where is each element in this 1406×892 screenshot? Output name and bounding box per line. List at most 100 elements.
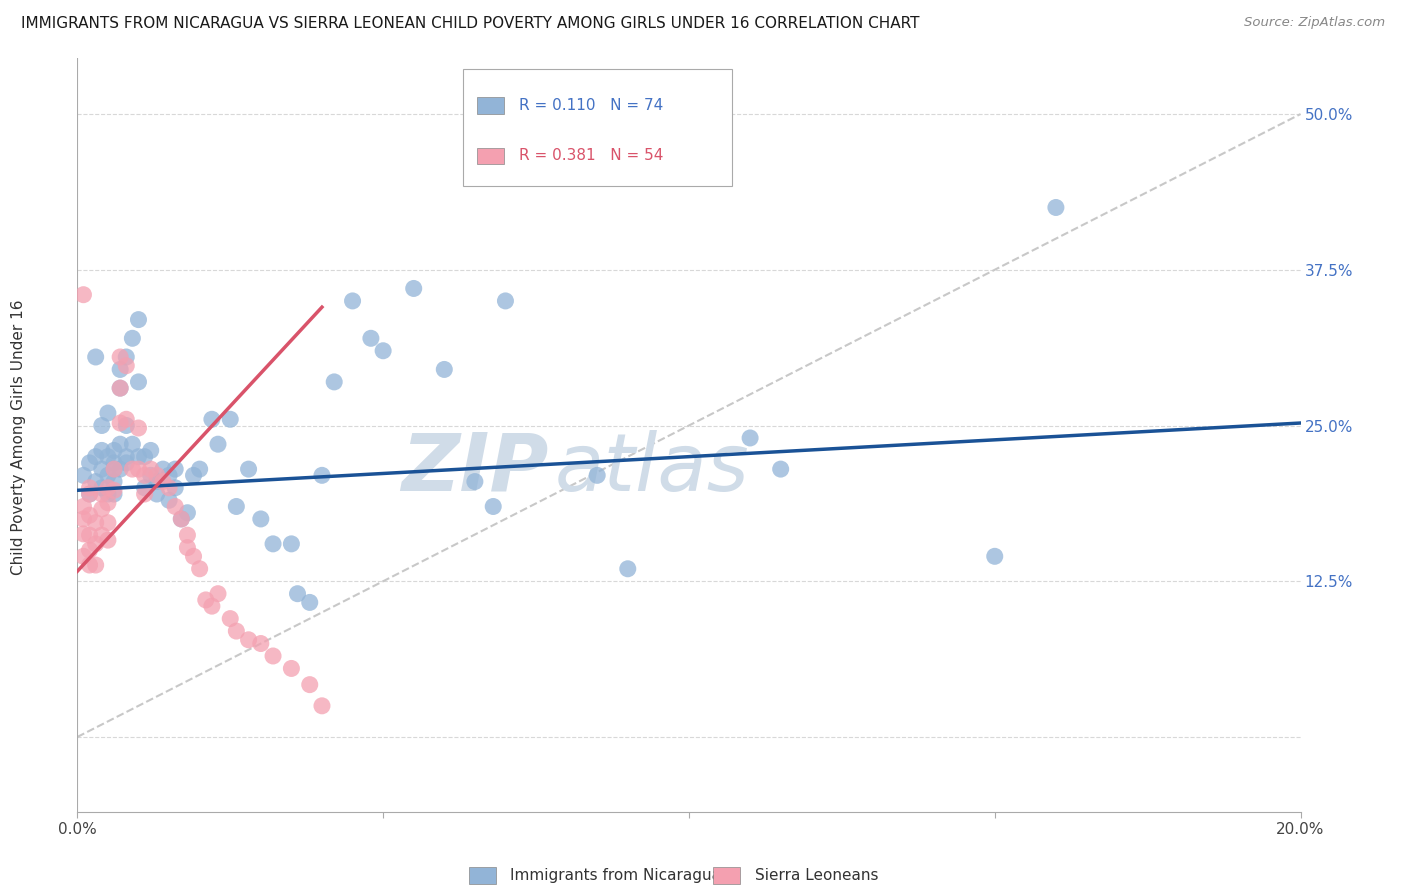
Immigrants from Nicaragua xyxy=(103,456,125,470)
Immigrants from Nicaragua xyxy=(103,462,125,476)
Immigrants from Nicaragua xyxy=(360,331,382,345)
Sierra Leoneans xyxy=(146,468,169,483)
Sierra Leoneans xyxy=(103,462,125,476)
Immigrants from Nicaragua xyxy=(262,537,284,551)
Immigrants from Nicaragua xyxy=(207,437,229,451)
Immigrants from Nicaragua xyxy=(97,487,120,501)
Immigrants from Nicaragua xyxy=(115,456,138,470)
Immigrants from Nicaragua xyxy=(139,443,162,458)
Text: IMMIGRANTS FROM NICARAGUA VS SIERRA LEONEAN CHILD POVERTY AMONG GIRLS UNDER 16 C: IMMIGRANTS FROM NICARAGUA VS SIERRA LEON… xyxy=(21,16,920,31)
Sierra Leoneans xyxy=(72,500,94,514)
Immigrants from Nicaragua xyxy=(647,101,669,115)
Immigrants from Nicaragua xyxy=(170,512,193,526)
Immigrants from Nicaragua xyxy=(97,406,120,420)
Sierra Leoneans xyxy=(97,481,120,495)
Text: Sierra Leoneans: Sierra Leoneans xyxy=(755,868,879,883)
Immigrants from Nicaragua xyxy=(165,481,187,495)
Immigrants from Nicaragua xyxy=(433,362,456,376)
Sierra Leoneans xyxy=(115,412,138,426)
Immigrants from Nicaragua xyxy=(115,350,138,364)
Sierra Leoneans xyxy=(188,562,211,576)
Sierra Leoneans xyxy=(79,528,101,542)
Sierra Leoneans xyxy=(79,558,101,572)
Immigrants from Nicaragua xyxy=(90,443,112,458)
Immigrants from Nicaragua xyxy=(238,462,260,476)
Immigrants from Nicaragua xyxy=(84,450,107,464)
Sierra Leoneans xyxy=(79,487,101,501)
Immigrants from Nicaragua xyxy=(495,293,517,308)
Sierra Leoneans xyxy=(280,661,302,675)
Sierra Leoneans xyxy=(298,678,321,692)
Sierra Leoneans xyxy=(225,624,247,638)
Sierra Leoneans xyxy=(115,359,138,373)
Sierra Leoneans xyxy=(207,587,229,601)
Sierra Leoneans xyxy=(90,528,112,542)
Immigrants from Nicaragua xyxy=(769,462,792,476)
Sierra Leoneans xyxy=(97,533,120,548)
Immigrants from Nicaragua xyxy=(165,462,187,476)
Immigrants from Nicaragua xyxy=(97,450,120,464)
Sierra Leoneans xyxy=(165,500,187,514)
Sierra Leoneans xyxy=(72,527,94,541)
Immigrants from Nicaragua xyxy=(79,456,101,470)
Sierra Leoneans xyxy=(128,421,150,435)
Sierra Leoneans xyxy=(72,549,94,564)
Immigrants from Nicaragua xyxy=(371,343,394,358)
Immigrants from Nicaragua xyxy=(740,431,762,445)
Immigrants from Nicaragua xyxy=(225,500,247,514)
Bar xyxy=(477,148,505,164)
Sierra Leoneans xyxy=(108,381,131,395)
Immigrants from Nicaragua xyxy=(1045,201,1067,215)
Immigrants from Nicaragua xyxy=(176,506,198,520)
Immigrants from Nicaragua xyxy=(90,481,112,495)
Immigrants from Nicaragua xyxy=(311,468,333,483)
Text: Source: ZipAtlas.com: Source: ZipAtlas.com xyxy=(1244,16,1385,29)
Sierra Leoneans xyxy=(84,516,107,530)
Immigrants from Nicaragua xyxy=(108,362,131,376)
Sierra Leoneans xyxy=(139,462,162,476)
Immigrants from Nicaragua xyxy=(250,512,273,526)
Sierra Leoneans xyxy=(84,558,107,572)
Immigrants from Nicaragua xyxy=(157,493,180,508)
Immigrants from Nicaragua xyxy=(108,462,131,476)
Sierra Leoneans xyxy=(201,599,224,614)
Sierra Leoneans xyxy=(157,481,180,495)
Immigrants from Nicaragua xyxy=(402,281,425,295)
Sierra Leoneans xyxy=(90,487,112,501)
Text: ZIP: ZIP xyxy=(401,430,548,508)
Immigrants from Nicaragua xyxy=(72,468,94,483)
Sierra Leoneans xyxy=(219,612,242,626)
Immigrants from Nicaragua xyxy=(128,375,150,389)
Sierra Leoneans xyxy=(103,483,125,498)
Sierra Leoneans xyxy=(152,475,174,489)
Sierra Leoneans xyxy=(194,593,217,607)
Sierra Leoneans xyxy=(97,516,120,530)
Immigrants from Nicaragua xyxy=(183,468,205,483)
Sierra Leoneans xyxy=(238,632,260,647)
Immigrants from Nicaragua xyxy=(152,462,174,476)
Immigrants from Nicaragua xyxy=(108,381,131,395)
Immigrants from Nicaragua xyxy=(103,475,125,489)
Sierra Leoneans xyxy=(262,648,284,663)
Immigrants from Nicaragua xyxy=(134,450,156,464)
Immigrants from Nicaragua xyxy=(139,468,162,483)
Text: atlas: atlas xyxy=(554,430,749,508)
Sierra Leoneans xyxy=(84,537,107,551)
Immigrants from Nicaragua xyxy=(84,350,107,364)
Sierra Leoneans xyxy=(79,481,101,495)
Immigrants from Nicaragua xyxy=(84,475,107,489)
Text: R = 0.110   N = 74: R = 0.110 N = 74 xyxy=(519,98,664,113)
Sierra Leoneans xyxy=(183,549,205,564)
Bar xyxy=(713,868,741,884)
Immigrants from Nicaragua xyxy=(482,500,505,514)
Immigrants from Nicaragua xyxy=(157,468,180,483)
Text: Child Poverty Among Girls Under 16: Child Poverty Among Girls Under 16 xyxy=(11,300,25,574)
Sierra Leoneans xyxy=(79,543,101,558)
Immigrants from Nicaragua xyxy=(115,418,138,433)
Sierra Leoneans xyxy=(108,350,131,364)
Immigrants from Nicaragua xyxy=(90,418,112,433)
Immigrants from Nicaragua xyxy=(108,437,131,451)
Immigrants from Nicaragua xyxy=(219,412,242,426)
Sierra Leoneans xyxy=(128,462,150,476)
Sierra Leoneans xyxy=(121,462,143,476)
